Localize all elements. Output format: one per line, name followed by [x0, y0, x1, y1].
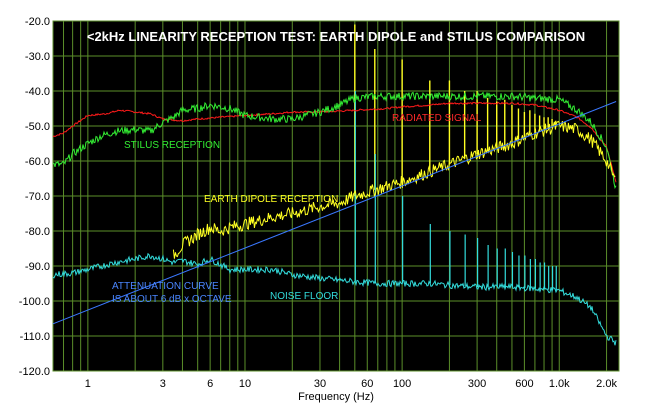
- series-line-stilus-reception: [52, 90, 617, 190]
- annotation-attenuation-rate: IS ABOUT 6 dB x OCTAVE: [112, 294, 232, 305]
- series-line-earth-dipole-reception: [172, 120, 616, 259]
- x-tick-label: 60: [361, 378, 373, 390]
- x-tick-label: 300: [468, 378, 486, 390]
- x-tick-label: 100: [393, 378, 411, 390]
- y-tick-label: -60.0: [25, 156, 50, 168]
- y-tick-label: -20.0: [25, 16, 50, 28]
- annotation-earth-dipole: EARTH DIPOLE RECEPTION: [204, 194, 338, 205]
- x-tick-label: 1.0k: [549, 378, 570, 390]
- y-axis: -20.0 -30.0 -40.0 -50.0 -60.0 -70.0 -80.0 -90.0…: [19, 16, 50, 378]
- y-tick-label: -110.0: [20, 331, 50, 343]
- series-line-attenuation-curve: [52, 101, 617, 325]
- y-tick-label: -100.0: [19, 296, 50, 308]
- y-tick-label: -30.0: [25, 51, 50, 63]
- x-tick-label: 1: [85, 378, 91, 390]
- series-group: [52, 90, 617, 346]
- x-axis: 1 3 6 10 30 60 100 300 600 1.0k 2.0k: [85, 378, 618, 390]
- series-line-noise-floor: [52, 252, 617, 346]
- annotation-noise-floor: NOISE FLOOR: [270, 291, 338, 302]
- y-tick-label: -70.0: [25, 191, 50, 203]
- series-line-radiated-signal: [52, 101, 617, 183]
- x-tick-label: 6: [207, 378, 213, 390]
- x-tick-label: 2.0k: [596, 378, 617, 390]
- x-tick-label: 600: [515, 378, 533, 390]
- annotation-attenuation: ATTENUATION CURVE: [112, 281, 219, 292]
- chart-title: <2kHz LINEARITY RECEPTION TEST: EARTH DI…: [87, 29, 585, 44]
- y-tick-label: -120.0: [19, 366, 50, 378]
- grid: [52, 20, 620, 372]
- x-tick-label: 30: [314, 378, 326, 390]
- y-tick-label: -40.0: [25, 86, 50, 98]
- y-tick-label: -90.0: [25, 261, 50, 273]
- annotation-radiated: RADIATED SIGNAL: [392, 113, 482, 124]
- annotation-stilus: STILUS RECEPTION: [124, 140, 220, 151]
- plot-border: [52, 20, 620, 372]
- x-tick-label: 3: [160, 378, 166, 390]
- x-axis-label: Frequency (Hz): [298, 391, 374, 403]
- y-tick-label: -80.0: [25, 226, 50, 238]
- y-tick-label: -50.0: [25, 121, 50, 133]
- x-tick-label: 10: [239, 378, 251, 390]
